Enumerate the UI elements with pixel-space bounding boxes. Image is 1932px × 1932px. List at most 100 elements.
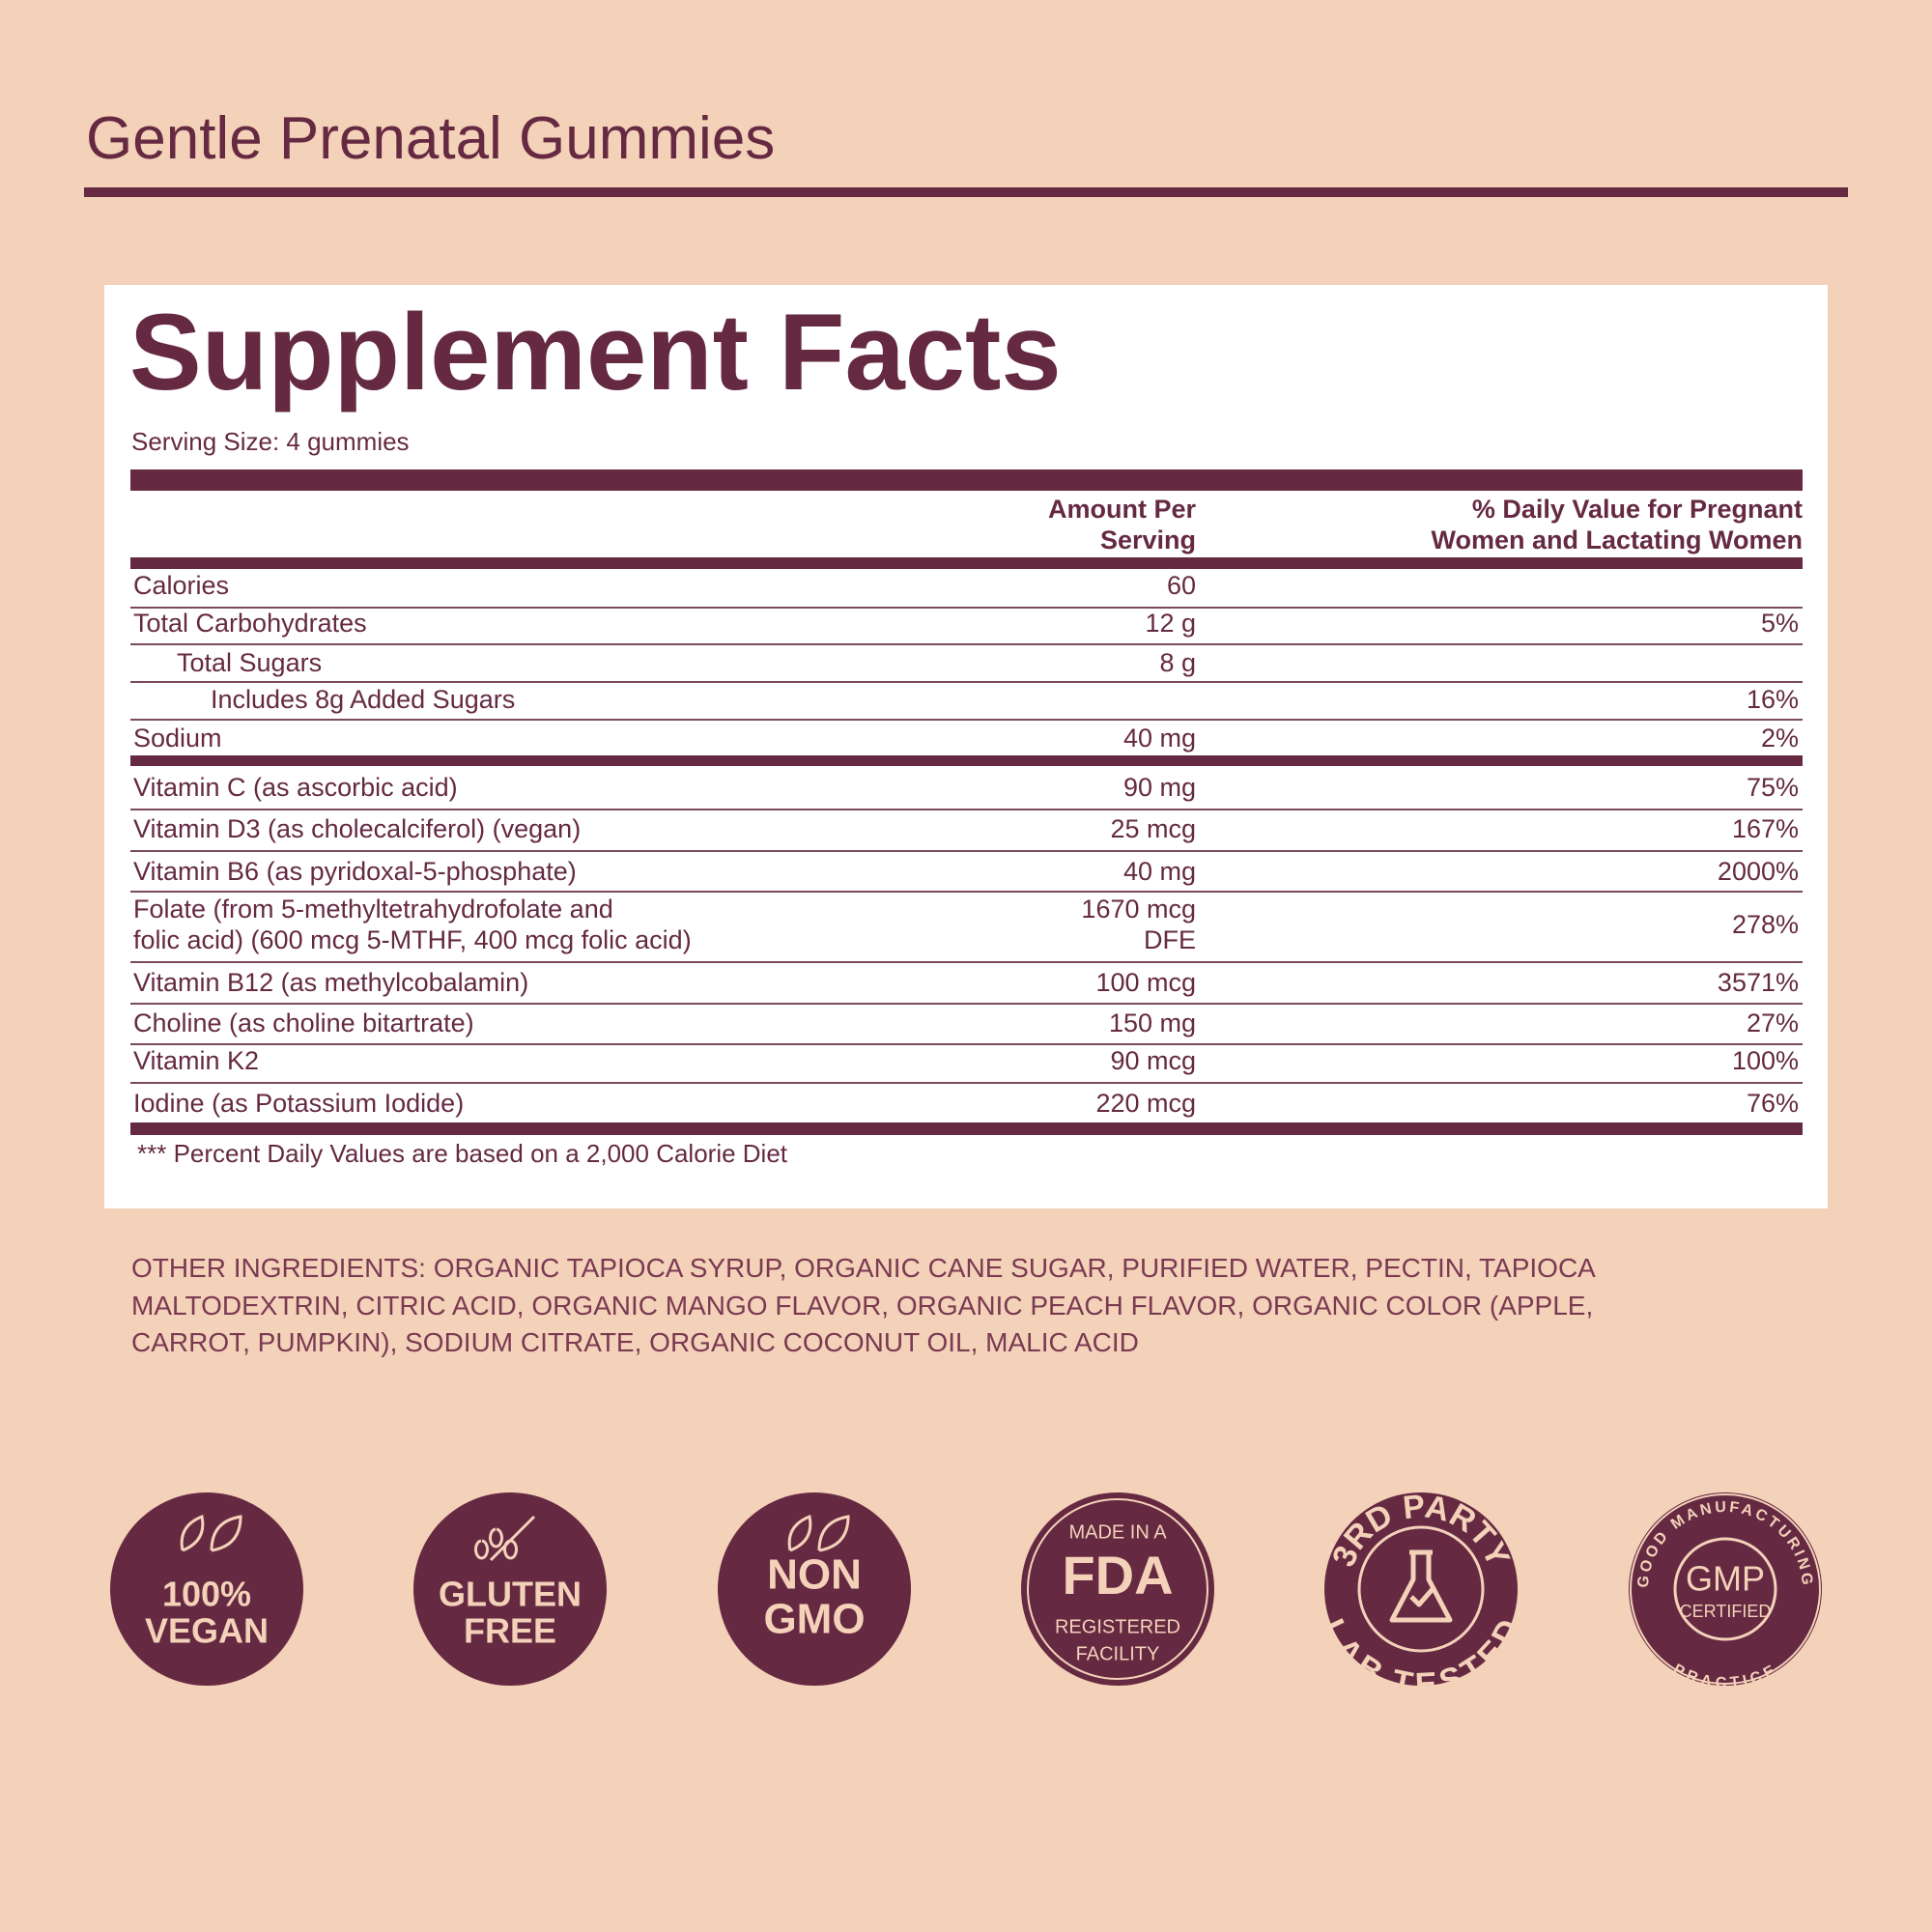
nutrient-name: Vitamin B6 (as pyridoxal-5-phosphate) bbox=[133, 857, 577, 886]
amount: 90 mg bbox=[1122, 773, 1196, 802]
daily-value: 16% bbox=[1746, 685, 1799, 714]
daily-value: 278% bbox=[1731, 910, 1799, 939]
column-header: % Daily Value for Pregnant bbox=[1471, 495, 1803, 524]
ingredients-line: MALTODEXTRIN, CITRIC ACID, ORGANIC MANGO… bbox=[131, 1290, 1594, 1321]
nutrient-name: Calories bbox=[133, 571, 230, 600]
badge-text: NON bbox=[767, 1551, 862, 1599]
serving-size: Serving Size: 4 gummies bbox=[131, 427, 410, 456]
title-rule bbox=[84, 187, 1848, 197]
nutrient-name: Vitamin C (as ascorbic acid) bbox=[133, 773, 458, 802]
rule bbox=[130, 1122, 1803, 1135]
footnote: *** Percent Daily Values are based on a … bbox=[137, 1139, 788, 1168]
separator bbox=[130, 1003, 1803, 1005]
badge-text: 100% bbox=[162, 1575, 251, 1614]
badge-ring bbox=[1357, 1525, 1485, 1653]
separator bbox=[130, 891, 1803, 893]
separator bbox=[130, 1043, 1803, 1045]
badge-circle bbox=[1021, 1492, 1214, 1686]
amount: 8 g bbox=[1159, 648, 1196, 677]
ingredients-line: OTHER INGREDIENTS: ORGANIC TAPIOCA SYRUP… bbox=[131, 1253, 1596, 1283]
column-header: Women and Lactating Women bbox=[1431, 526, 1803, 554]
amount: 90 mcg bbox=[1110, 1046, 1196, 1075]
product-title: Gentle Prenatal Gummies bbox=[86, 105, 776, 172]
daily-value: 5% bbox=[1760, 609, 1799, 638]
badge-icon bbox=[787, 1514, 850, 1552]
separator bbox=[130, 809, 1803, 810]
nutrient-name: folic acid) (600 mcg 5-MTHF, 400 mcg fol… bbox=[133, 925, 692, 954]
daily-value: 100% bbox=[1731, 1046, 1799, 1075]
badge-circle bbox=[413, 1492, 607, 1686]
rule bbox=[130, 557, 1803, 569]
badge-inner bbox=[1673, 1537, 1777, 1641]
facts-panel bbox=[104, 285, 1828, 1208]
daily-value: 167% bbox=[1731, 814, 1799, 843]
separator bbox=[130, 719, 1803, 721]
amount: 1670 mcg bbox=[1081, 895, 1196, 923]
nutrient-name: Choline (as choline bitartrate) bbox=[133, 1009, 474, 1037]
daily-value: 2000% bbox=[1717, 857, 1799, 886]
amount: 12 g bbox=[1145, 609, 1196, 638]
separator bbox=[130, 607, 1803, 609]
badge-text: GMO bbox=[763, 1596, 865, 1643]
column-header: Serving bbox=[1099, 526, 1196, 554]
amount: 60 bbox=[1166, 571, 1196, 600]
rule bbox=[130, 755, 1803, 766]
amount: 25 mcg bbox=[1110, 814, 1196, 843]
separator bbox=[130, 643, 1803, 645]
separator bbox=[130, 681, 1803, 683]
badge-circle bbox=[110, 1492, 303, 1686]
flask-icon bbox=[1389, 1549, 1453, 1623]
amount: 40 mg bbox=[1122, 857, 1196, 886]
badge-circle bbox=[1629, 1492, 1822, 1686]
facts-heading: Supplement Facts bbox=[129, 292, 1062, 412]
badge-text: VEGAN bbox=[145, 1611, 269, 1651]
separator bbox=[130, 850, 1803, 852]
badge-ring bbox=[1027, 1498, 1208, 1680]
separator bbox=[130, 1082, 1803, 1084]
nutrient-name: Iodine (as Potassium Iodide) bbox=[133, 1089, 465, 1118]
nutrient-name: Folate (from 5-methyltetrahydrofolate an… bbox=[133, 895, 613, 923]
badge-text: FREE bbox=[464, 1611, 556, 1651]
daily-value: 27% bbox=[1746, 1009, 1799, 1037]
daily-value: 75% bbox=[1746, 773, 1799, 802]
badge-text: REGISTERED bbox=[1055, 1616, 1180, 1637]
nutrient-name: Total Sugars bbox=[177, 648, 323, 677]
daily-value: 2% bbox=[1760, 724, 1799, 753]
amount: DFE bbox=[1144, 925, 1196, 954]
amount: 150 mg bbox=[1108, 1009, 1196, 1037]
badge-text: MADE IN A bbox=[1068, 1521, 1167, 1543]
amount: 100 mcg bbox=[1095, 968, 1196, 997]
nutrient-name: Includes 8g Added Sugars bbox=[211, 685, 516, 714]
badge-icon bbox=[180, 1514, 242, 1552]
badge-icon bbox=[474, 1515, 536, 1562]
nutrient-name: Vitamin B12 (as methylcobalamin) bbox=[133, 968, 529, 997]
daily-value: 76% bbox=[1746, 1089, 1799, 1118]
nutrient-name: Vitamin D3 (as cholecalciferol) (vegan) bbox=[133, 814, 582, 843]
badge-text: GLUTEN bbox=[439, 1575, 582, 1614]
amount: 40 mg bbox=[1122, 724, 1196, 753]
nutrient-name: Sodium bbox=[133, 724, 222, 753]
badge-text: FDA bbox=[1062, 1545, 1173, 1605]
badge-ring bbox=[1630, 1493, 1821, 1685]
badge-text: FACILITY bbox=[1076, 1643, 1160, 1664]
other-ingredients: OTHER INGREDIENTS: ORGANIC TAPIOCA SYRUP… bbox=[131, 1250, 1596, 1362]
separator bbox=[130, 961, 1803, 963]
badge: 100%VEGAN bbox=[110, 1492, 303, 1686]
nutrient-name: Total Carbohydrates bbox=[133, 609, 367, 638]
badge-circle bbox=[718, 1492, 911, 1686]
badge-text: CERTIFIED bbox=[1680, 1602, 1772, 1621]
rule bbox=[130, 469, 1803, 491]
badge-text: GMP bbox=[1686, 1559, 1765, 1599]
daily-value: 3571% bbox=[1717, 968, 1799, 997]
ingredients-line: CARROT, PUMPKIN), SODIUM CITRATE, ORGANI… bbox=[131, 1327, 1139, 1357]
nutrient-name: Vitamin K2 bbox=[133, 1046, 260, 1075]
column-header: Amount Per bbox=[1047, 495, 1196, 524]
badge-circle bbox=[1324, 1492, 1518, 1686]
